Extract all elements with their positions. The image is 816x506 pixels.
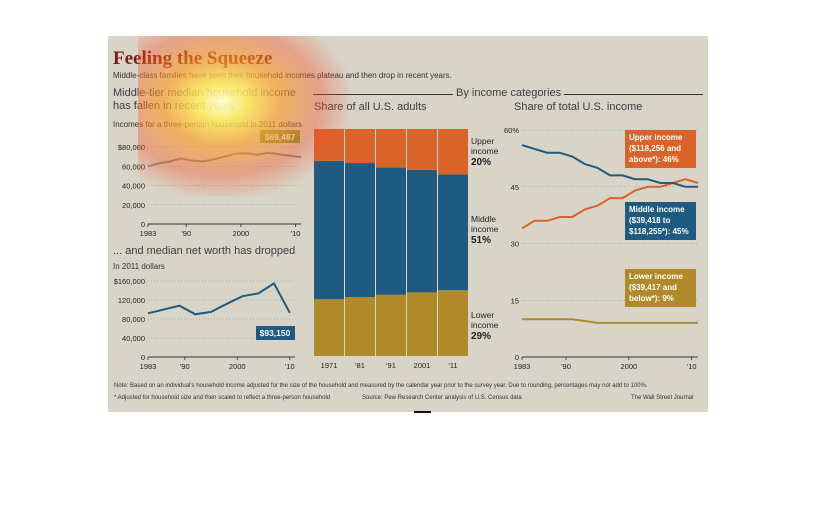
income-share-chart-title: Share of total U.S. income [514,101,643,113]
networth-chart-title: ... and median net worth has dropped [113,245,296,257]
adults-x-tick-label: 2001 [414,361,431,370]
income-y-tick-label: 0 [141,220,145,229]
adults-bar-segment-upper [376,129,406,168]
networth-callout-label: $93,150 [260,328,291,338]
adults-bar-segment-upper [407,129,437,170]
income-x-tick-label: '10 [291,229,301,238]
adults-bar-segment-lower [345,296,375,356]
adults-bar-segment-upper [345,129,375,164]
income-callout-label: $69,487 [265,132,296,142]
incomeshare-callout-upper-line2: ($118,256 and [629,144,681,153]
infographic-panel: Feeling the Squeeze Middle-class familie… [108,36,708,412]
incomeshare-y-tick-label: 45 [511,183,519,192]
text-cursor [414,411,431,413]
footer-note: Note: Based on an individual's household… [114,383,648,389]
incomeshare-y-tick-label: 30 [511,240,519,249]
income-y-tick-label: $80,000 [118,143,145,152]
incomeshare-x-tick-label: '90 [561,362,571,371]
networth-x-tick-label: 1983 [140,362,157,371]
networth-y-tick-label: 40,000 [122,334,145,343]
incomeshare-x-tick-label: 1983 [514,362,531,371]
incomeshare-callout-middle-line2: ($39,418 to [629,216,670,225]
adults-bar-segment-lower [438,290,468,356]
incomeshare-callout-upper-line3: above*): 46% [629,155,679,164]
adults-bar-segment-middle [407,169,437,293]
adults-bar-segment-upper [314,129,344,161]
adults-x-tick-label: '81 [355,361,365,370]
adults-bar-segment-lower [314,299,344,356]
adults-x-tick-label: 1971 [321,361,338,370]
incomeshare-x-tick-label: 2000 [621,362,638,371]
networth-x-tick-label: '90 [180,362,190,371]
adults-label-middle-line2: income [471,224,499,234]
networth-y-tick-label: 80,000 [122,315,145,324]
adults-bar-segment-upper [438,129,468,175]
incomeshare-y-tick-label: 15 [511,296,519,305]
adults-label-middle-line1: Middle [471,214,496,224]
income-series-line [147,151,302,168]
income-y-tick-label: 20,000 [122,201,145,210]
incomeshare-callout-lower-box [625,269,696,307]
incomeshare-callout-middle-line3: $118,255*): 45% [629,227,689,236]
adults-label-middle-pct: 51% [471,235,491,246]
footer-footnote: * Adjusted for household size and then s… [114,395,331,401]
networth-x-tick-label: 2000 [229,362,246,371]
income-x-tick-label: 2000 [233,229,250,238]
adults-bar-segment-lower [376,294,406,356]
incomeshare-y-tick-label: 60% [504,126,519,135]
section-label: By income categories [453,87,565,99]
adults-label-lower-line2: income [471,320,499,330]
adults-bar-segment-middle [345,163,375,297]
footer-credit: The Wall Street Journal [631,395,694,401]
incomeshare-middle-line [521,144,698,188]
incomeshare-callout-middle-line1: Middle income [629,205,685,214]
networth-y-tick-label: $160,000 [114,277,145,286]
incomeshare-callout-lower-line3: below*): 9% [629,294,674,303]
networth-y-tick-label: 120,000 [118,296,145,305]
income-x-tick-label: '90 [181,229,191,238]
adults-bar-segment-middle [438,174,468,291]
income-y-tick-label: 40,000 [122,182,145,191]
income-x-tick-label: 1983 [140,229,157,238]
incomeshare-callout-lower-line2: ($39,417 and [629,283,677,292]
income-y-tick-label: 60,000 [122,162,145,171]
incomeshare-callout-upper-box [625,130,696,168]
networth-chart-subtitle: In 2011 dollars [113,262,165,271]
adults-x-tick-label: '91 [386,361,396,370]
adults-bar-segment-middle [314,160,344,300]
adults-bar-segment-lower [407,292,437,356]
incomeshare-callout-lower-line1: Lower income [629,272,683,281]
incomeshare-callout-upper-line1: Upper income [629,133,683,142]
adults-label-lower-line1: Lower [471,310,494,320]
footer-source: Source: Pew Research Center analysis of … [362,395,522,401]
adults-label-upper-pct: 20% [471,157,491,168]
networth-callout-box [256,326,295,340]
incomeshare-lower-line [522,318,698,324]
networth-x-tick-label: '10 [285,362,295,371]
networth-series-line [147,281,291,316]
adults-bar-segment-middle [376,167,406,295]
incomeshare-callout-middle-box [625,202,696,240]
adults-chart-title: Share of all U.S. adults [314,101,427,113]
adults-x-tick-label: '11 [448,361,457,370]
adults-label-lower-pct: 29% [471,331,491,342]
networth-y-tick-label: 0 [141,353,145,362]
adults-label-upper-line2: income [471,146,499,156]
adults-label-upper-line1: Upper [471,136,494,146]
incomeshare-upper-line [521,178,699,230]
incomeshare-y-tick-label: 0 [515,353,519,362]
incomeshare-x-tick-label: '10 [687,362,697,371]
